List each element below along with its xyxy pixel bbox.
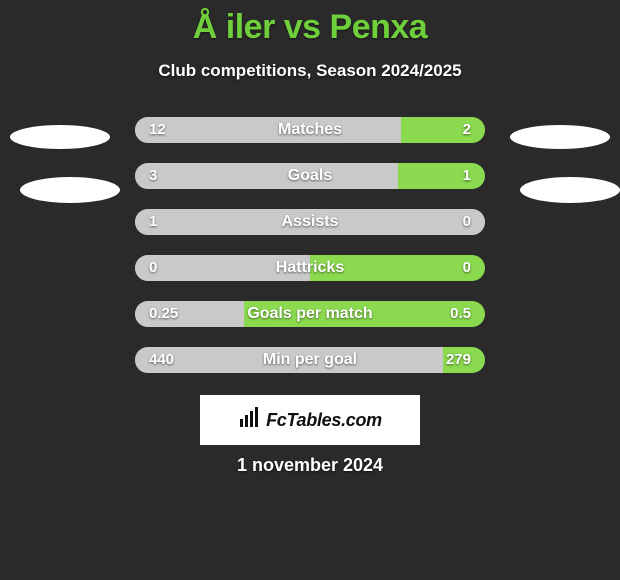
stat-label: Min per goal bbox=[135, 347, 485, 373]
stats-list: 122Matches 31Goals 10Assists 00Hattricks 0.2… bbox=[0, 117, 620, 373]
source-badge-text: FcTables.com bbox=[266, 410, 382, 431]
stat-row: 440279Min per goal bbox=[0, 347, 620, 373]
stat-row: 122Matches bbox=[0, 117, 620, 143]
stat-bar-track: 31Goals bbox=[135, 163, 485, 189]
stat-label: Assists bbox=[135, 209, 485, 235]
date-label: 1 november 2024 bbox=[0, 455, 620, 476]
source-badge: FcTables.com bbox=[200, 395, 420, 445]
chart-icon bbox=[238, 407, 260, 434]
stat-row: 10Assists bbox=[0, 209, 620, 235]
stat-bar-track: 440279Min per goal bbox=[135, 347, 485, 373]
stat-row: 31Goals bbox=[0, 163, 620, 189]
page-title: Å iler vs Penxa bbox=[0, 0, 620, 47]
stat-bar-track: 122Matches bbox=[135, 117, 485, 143]
stat-bar-track: 10Assists bbox=[135, 209, 485, 235]
stat-bar-track: 00Hattricks bbox=[135, 255, 485, 281]
stat-row: 0.250.5Goals per match bbox=[0, 301, 620, 327]
stat-label: Hattricks bbox=[135, 255, 485, 281]
stat-bar-track: 0.250.5Goals per match bbox=[135, 301, 485, 327]
stat-label: Goals bbox=[135, 163, 485, 189]
comparison-card: Å iler vs Penxa Club competitions, Seaso… bbox=[0, 0, 620, 580]
stat-label: Goals per match bbox=[135, 301, 485, 327]
stat-label: Matches bbox=[135, 117, 485, 143]
subtitle: Club competitions, Season 2024/2025 bbox=[0, 61, 620, 81]
stat-row: 00Hattricks bbox=[0, 255, 620, 281]
